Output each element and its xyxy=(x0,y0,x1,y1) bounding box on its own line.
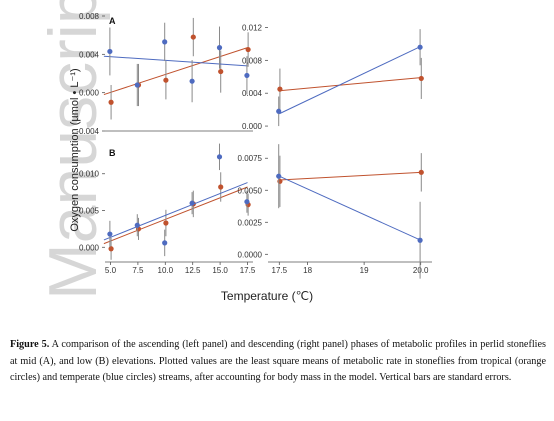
panel-B-right: 0.0075 0.0050 0.0025 0.0000 17.5 18 19 20.0 xyxy=(238,144,432,279)
x-tick-label: 15.0 xyxy=(212,266,228,275)
series-temperate xyxy=(103,22,250,107)
fit-line-tropical xyxy=(279,171,421,181)
y-tick-label: 0.000 xyxy=(79,89,100,98)
x-tick-label: 19 xyxy=(360,266,369,275)
data-point-tropical xyxy=(277,178,283,184)
data-point-tropical xyxy=(108,246,114,252)
fit-line-tropical xyxy=(103,186,248,245)
data-point-temperate xyxy=(216,154,223,160)
series-temperate xyxy=(103,143,250,257)
y-tick-label: 0.0075 xyxy=(238,154,263,163)
data-point-temperate xyxy=(189,200,195,206)
fit-line-tropical xyxy=(103,47,248,96)
data-point-tropical xyxy=(418,75,424,82)
series-tropical xyxy=(103,17,251,120)
x-tick-label: 12.5 xyxy=(185,266,201,275)
panel-label: A xyxy=(109,16,116,26)
y-tick-label: 0.008 xyxy=(242,56,263,65)
y-tick-label: 0.000 xyxy=(242,122,263,131)
y-tick-label: 0.008 xyxy=(79,12,100,21)
data-point-temperate xyxy=(417,237,423,243)
y-tick-label: 0.005 xyxy=(79,207,100,216)
x-tick-label: 5.0 xyxy=(105,266,117,275)
panels-group: A0.0080.0040.000-0.0040.0120.0080.0040.0… xyxy=(76,12,432,279)
x-axis-label: Temperature (℃) xyxy=(221,289,313,303)
series-temperate xyxy=(276,29,423,127)
data-point-temperate xyxy=(244,72,250,79)
figure-caption: Figure 5. A comparison of the ascending … xyxy=(10,337,546,387)
data-point-tropical xyxy=(163,220,169,226)
panel-B-left: B 0.010 0.005 0.000 5.0 7.5 10.0 12.5 15.0 17.5 xyxy=(79,143,256,275)
data-point-temperate xyxy=(134,222,140,228)
fit-line-temperate xyxy=(279,175,421,241)
data-point-temperate xyxy=(244,199,250,205)
data-point-temperate xyxy=(162,39,168,45)
y-tick-label: 0.004 xyxy=(242,89,263,98)
y-axis-label: Oxygen consumption (µmol • L⁻¹) xyxy=(69,68,81,231)
x-tick-label: 17.5 xyxy=(272,266,288,275)
y-tick-label: -0.004 xyxy=(76,127,99,136)
panel-A-left: A 0.008 0.004 0.000 -0.004 xyxy=(76,12,253,136)
data-point-temperate xyxy=(276,108,282,114)
data-point-temperate xyxy=(162,240,168,246)
y-tick-label: 0.0025 xyxy=(238,218,263,227)
y-tick-label: 0.0000 xyxy=(238,250,263,259)
data-point-tropical xyxy=(163,77,169,83)
fit-line-temperate xyxy=(279,45,421,115)
data-point-temperate xyxy=(276,173,282,179)
data-point-tropical xyxy=(245,46,251,53)
caption-text: A comparison of the ascending (left pane… xyxy=(10,339,546,383)
data-point-temperate xyxy=(216,45,223,51)
series-temperate xyxy=(276,144,423,279)
data-point-tropical xyxy=(190,34,196,40)
data-point-temperate xyxy=(107,231,113,237)
panel-A-right: 0.012 0.008 0.004 0.000 xyxy=(242,24,424,131)
panel-label: B xyxy=(109,148,116,158)
fit-line-tropical xyxy=(279,77,421,92)
data-point-tropical xyxy=(108,99,114,105)
data-point-tropical xyxy=(218,68,224,75)
series-tropical xyxy=(103,172,251,260)
data-point-temperate xyxy=(189,78,195,84)
y-tick-label: 0.000 xyxy=(79,243,100,252)
caption-label: Figure 5. xyxy=(10,339,50,350)
data-point-temperate xyxy=(417,44,423,50)
y-tick-label: 0.010 xyxy=(79,170,100,179)
data-point-tropical xyxy=(418,169,424,175)
data-point-temperate xyxy=(107,48,113,55)
data-point-tropical xyxy=(277,86,283,92)
series-tropical xyxy=(277,57,424,110)
fit-line-temperate xyxy=(103,55,248,67)
y-tick-label: 0.012 xyxy=(242,24,263,33)
data-point-temperate xyxy=(134,82,140,88)
fit-line-temperate xyxy=(103,182,248,241)
x-tick-label: 10.0 xyxy=(158,266,174,275)
y-tick-label: 0.004 xyxy=(79,50,100,59)
x-tick-label: 18 xyxy=(303,266,312,275)
data-point-tropical xyxy=(218,184,224,190)
series-tropical xyxy=(277,153,424,207)
y-tick-label: 0.0050 xyxy=(238,186,263,195)
x-tick-label: 7.5 xyxy=(132,266,144,275)
x-tick-label: 17.5 xyxy=(240,266,256,275)
x-tick-label: 20.0 xyxy=(413,266,429,275)
